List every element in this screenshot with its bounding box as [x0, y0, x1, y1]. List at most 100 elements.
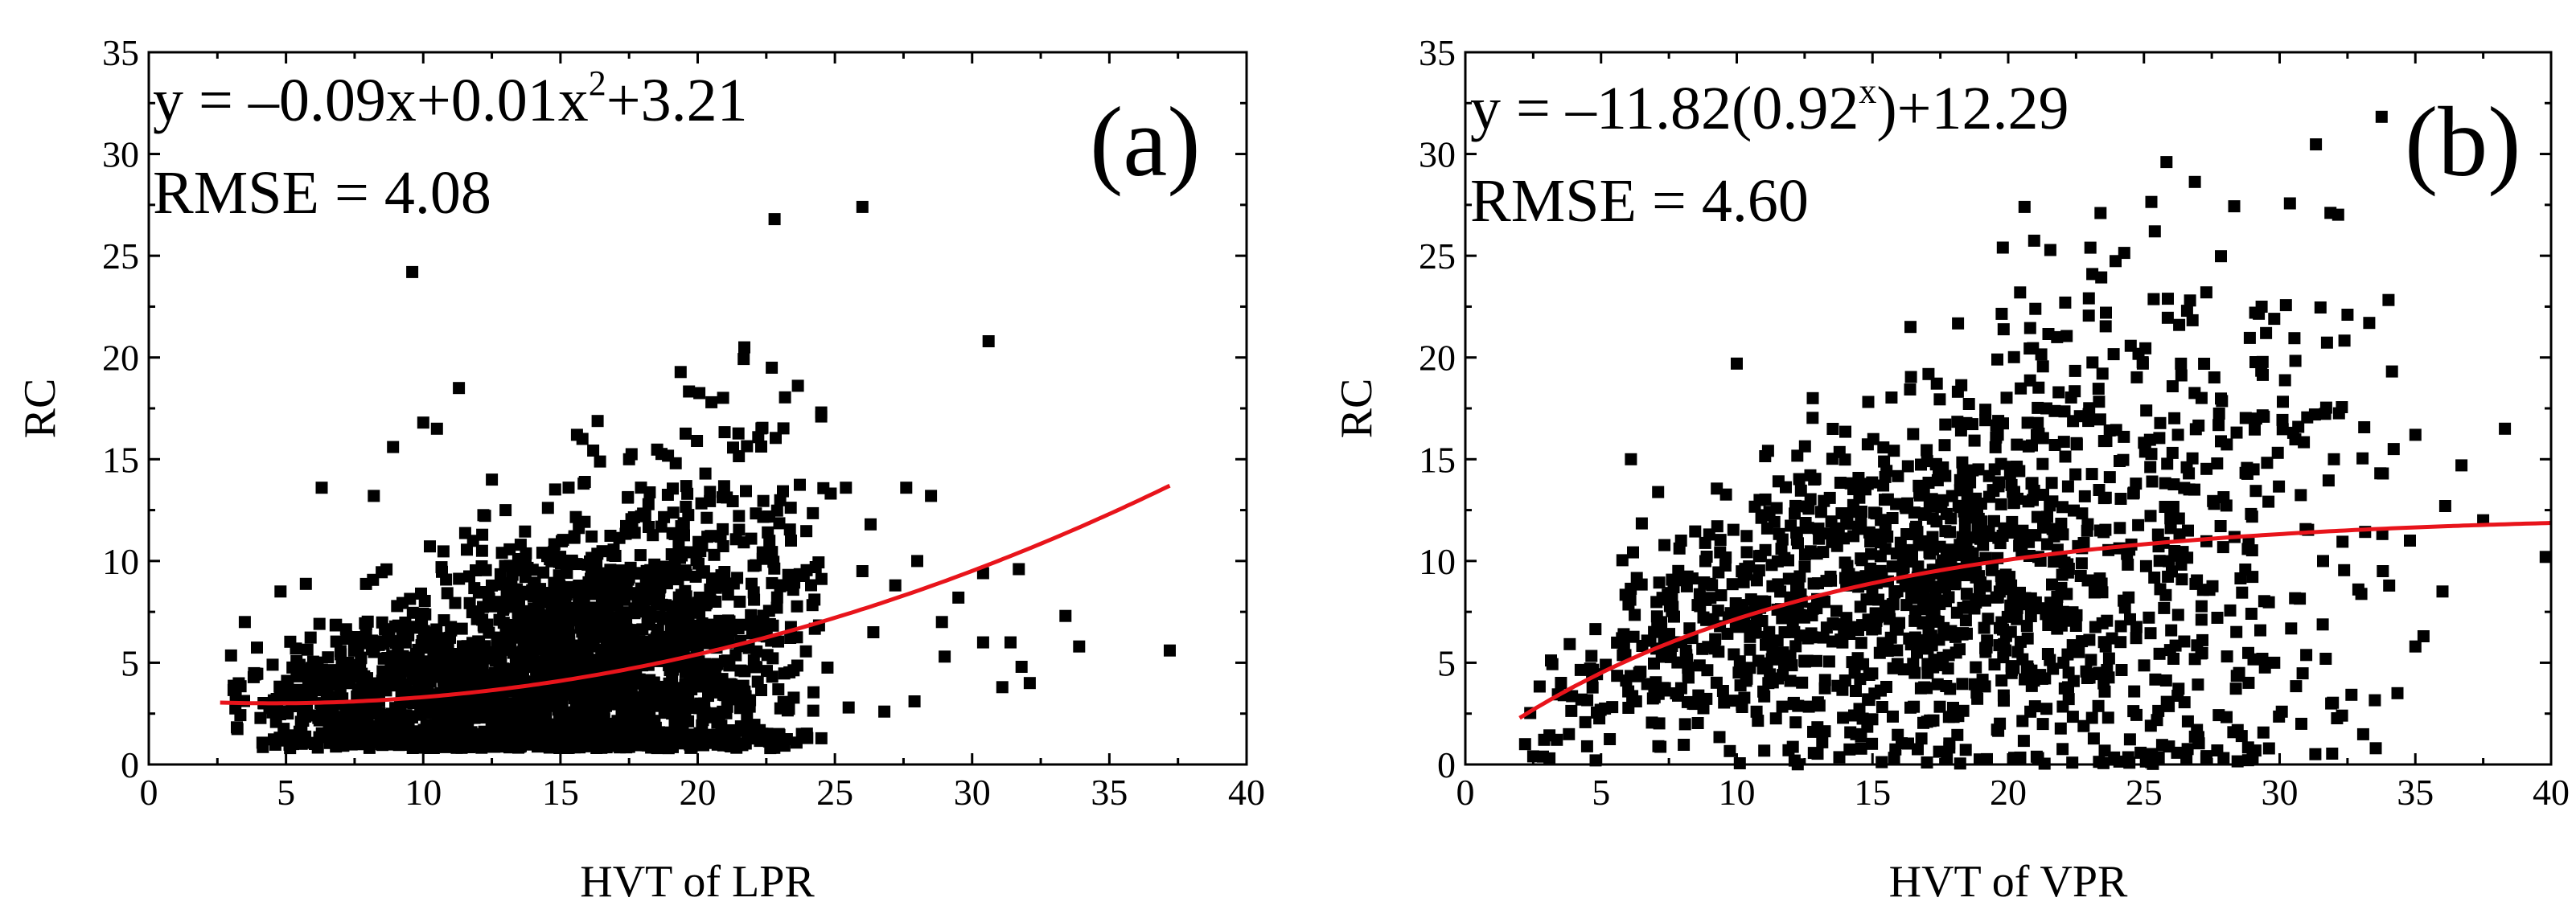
scatter-point	[378, 716, 390, 729]
scatter-point	[2018, 200, 2031, 213]
scatter-point	[2144, 627, 2157, 640]
scatter-point	[538, 637, 551, 650]
scatter-point	[2144, 461, 2157, 473]
scatter-point	[824, 487, 837, 500]
scatter-point	[2247, 653, 2260, 666]
scatter-point	[358, 686, 371, 699]
scatter-point	[1970, 661, 1982, 674]
scatter-point	[778, 740, 791, 752]
scatter-point	[537, 566, 550, 579]
scatter-point	[555, 557, 567, 570]
scatter-point	[266, 658, 279, 671]
scatter-point	[647, 686, 660, 699]
scatter-point	[773, 517, 786, 530]
scatter-point	[2035, 602, 2048, 615]
scatter-point	[634, 568, 647, 580]
scatter-point	[330, 618, 343, 631]
scatter-point	[2032, 416, 2044, 429]
scatter-point	[1956, 678, 1969, 691]
scatter-point	[2154, 416, 2167, 429]
scatter-point	[2056, 501, 2069, 514]
scatter-point	[1765, 653, 1778, 666]
scatter-point	[976, 636, 989, 649]
scatter-point	[1915, 732, 1928, 745]
scatter-point	[747, 559, 760, 572]
scatter-point	[1952, 710, 1965, 723]
scatter-point	[1668, 610, 1680, 623]
scatter-point	[2130, 477, 2143, 490]
scatter-point	[2114, 620, 2127, 633]
scatter-point	[1826, 453, 1839, 465]
scatter-point	[2016, 653, 2029, 666]
scatter-point	[2228, 200, 2241, 213]
scatter-point	[2166, 446, 2179, 459]
scatter-point	[667, 506, 680, 519]
scatter-point	[387, 441, 400, 453]
scatter-point	[2409, 640, 2422, 653]
scatter-point	[2101, 711, 2114, 724]
scatter-point	[335, 648, 347, 661]
scatter-point	[254, 711, 267, 724]
scatter-point	[770, 601, 783, 614]
scatter-point	[740, 485, 752, 498]
x-tick-label: 20	[680, 772, 717, 813]
scatter-point	[453, 572, 466, 585]
scatter-point	[1792, 580, 1805, 593]
scatter-point	[2130, 621, 2143, 633]
scatter-point	[2118, 247, 2130, 260]
x-tick-label: 10	[405, 772, 442, 813]
scatter-point	[440, 573, 453, 586]
scatter-point	[778, 667, 791, 680]
scatter-point	[2066, 711, 2079, 723]
scatter-point	[477, 509, 490, 522]
scatter-point	[1997, 323, 2010, 336]
scatter-point	[2180, 305, 2193, 318]
scatter-point	[1005, 636, 1017, 649]
scatter-point	[1683, 622, 1696, 635]
scatter-point	[1711, 520, 1723, 533]
scatter-point	[2188, 175, 2201, 188]
scatter-point	[2300, 649, 2313, 662]
scatter-point	[1961, 484, 1974, 497]
scatter-point	[2217, 752, 2230, 764]
scatter-point	[2283, 197, 2296, 210]
scatter-point	[717, 705, 729, 718]
scatter-point	[2278, 374, 2291, 387]
scatter-point	[2044, 244, 2056, 256]
scatter-point	[682, 700, 694, 713]
scatter-point	[2257, 368, 2269, 381]
scatter-point	[2369, 742, 2382, 755]
scatter-point	[772, 635, 784, 648]
scatter-point	[2289, 355, 2302, 367]
x-tick-label: 30	[2262, 772, 2299, 813]
scatter-point	[2153, 555, 2166, 568]
scatter-point	[2181, 715, 2194, 728]
scatter-point	[1836, 683, 1849, 696]
scatter-point	[1629, 609, 1641, 621]
scatter-point	[2086, 268, 2099, 281]
scatter-point	[784, 502, 797, 514]
scatter-point	[669, 457, 682, 469]
scatter-point	[1752, 564, 1765, 577]
scatter-point	[1996, 241, 2009, 254]
scatter-point	[1995, 573, 2008, 586]
scatter-point	[1941, 662, 1954, 675]
scatter-point	[2098, 685, 2111, 698]
scatter-point	[2308, 408, 2321, 421]
y-tick-label: 25	[1419, 236, 1456, 277]
scatter-point	[2356, 728, 2369, 740]
scatter-point	[794, 478, 806, 491]
scatter-point	[445, 624, 458, 637]
scatter-point	[547, 718, 559, 731]
scatter-point	[2195, 613, 2208, 626]
scatter-point	[783, 703, 795, 715]
scatter-point	[2286, 426, 2299, 439]
scatter-point	[2171, 690, 2184, 702]
x-tick-label: 5	[1592, 772, 1610, 813]
scatter-point	[476, 528, 489, 541]
scatter-point	[1921, 682, 1933, 695]
scatter-point	[1712, 646, 1725, 658]
scatter-point	[2007, 350, 2020, 363]
scatter-point	[2077, 719, 2090, 732]
scatter-point	[453, 382, 466, 395]
